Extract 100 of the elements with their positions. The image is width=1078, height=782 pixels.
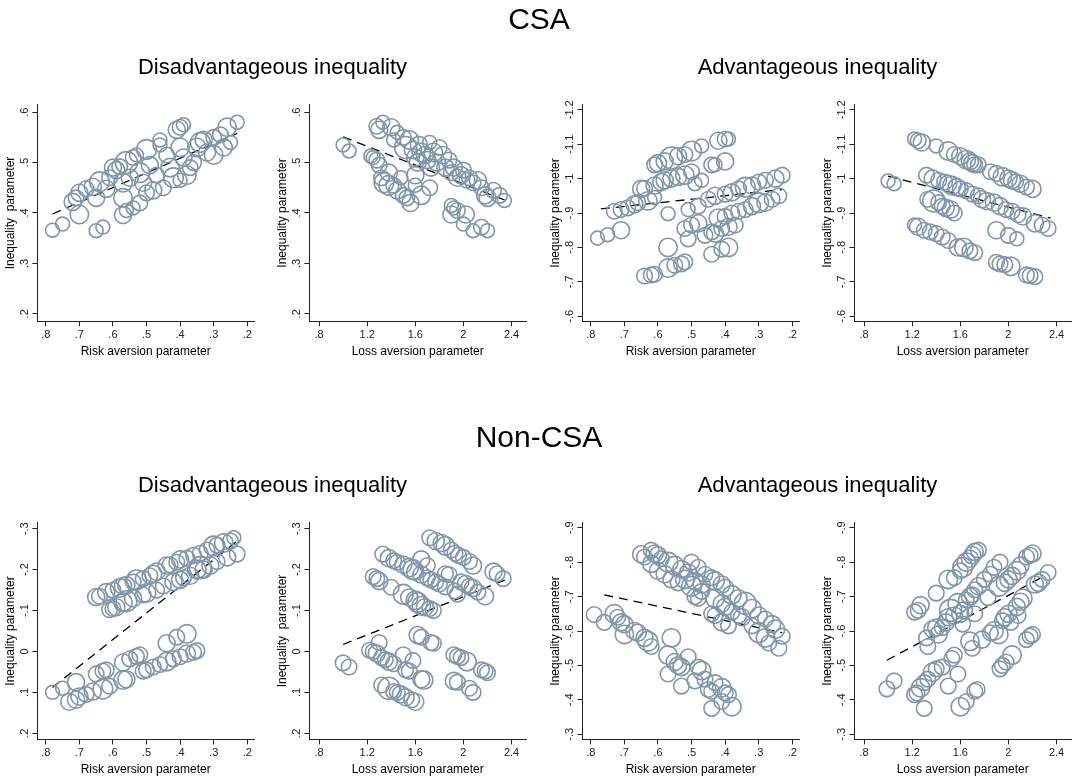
y-tick-label: .6	[289, 107, 302, 117]
y-tick-label: -.4	[562, 693, 575, 707]
y-tick-label: -.8	[834, 555, 847, 569]
x-tick-label: .3	[209, 328, 219, 341]
x-tick-label: .3	[209, 746, 219, 759]
x-tick-label: .3	[754, 746, 764, 759]
x-axis-title: Loss aversion parameter	[896, 344, 1029, 359]
y-tick-label: -.9	[562, 521, 575, 535]
y-tick-label: -.2	[289, 563, 302, 577]
y-tick-label: .3	[17, 258, 30, 269]
x-tick-label: 2	[1005, 328, 1012, 341]
y-axis-title: Inequality parameter	[274, 574, 289, 688]
x-axis-title: Risk aversion parameter	[80, 762, 211, 777]
x-tick-label: 1.2	[359, 328, 375, 341]
y-tick-label: -.8	[834, 240, 847, 254]
y-tick-label: -.7	[834, 275, 847, 289]
y-axis-title: Inequality parameter	[274, 158, 289, 268]
y-tick-label: -.6	[834, 624, 847, 638]
chart-title: Disadvantageous inequality	[136, 54, 409, 80]
x-tick-label: .2	[242, 746, 252, 759]
y-tick-label: -.6	[562, 309, 575, 323]
x-tick-label: 2	[460, 746, 467, 759]
y-tick-label: -1.2	[834, 100, 847, 120]
x-tick-label: .8	[859, 746, 869, 759]
y-tick-label: -.7	[562, 590, 575, 604]
x-tick-label: .8	[586, 328, 596, 341]
y-tick-label: -.3	[562, 727, 575, 741]
y-tick-label: -.1	[289, 604, 302, 617]
y-tick-label: .2	[289, 309, 302, 319]
y-tick-label: .5	[289, 157, 302, 168]
x-tick-label: .2	[787, 746, 797, 759]
y-tick-label: -1.1	[834, 134, 847, 154]
y-tick-label: -.8	[562, 555, 575, 569]
x-tick-label: .7	[74, 328, 84, 341]
y-tick-label: 0	[289, 648, 302, 655]
x-tick-label: .5	[141, 328, 152, 341]
x-tick-label: 1.2	[904, 328, 920, 341]
x-tick-label: .4	[720, 328, 730, 341]
x-tick-label: 2.4	[1048, 328, 1065, 341]
x-tick-label: .7	[74, 746, 84, 759]
chart-title: Advantageous inequality	[696, 472, 939, 498]
y-tick-label: -.9	[834, 521, 847, 535]
x-tick-label: 2.4	[1048, 746, 1065, 759]
x-tick-label: .5	[686, 328, 697, 341]
x-tick-label: .6	[653, 746, 663, 759]
x-tick-label: 1.2	[904, 746, 920, 759]
y-tick-label: -.7	[562, 275, 575, 289]
y-tick-label: -1	[834, 173, 847, 184]
x-tick-label: .8	[41, 746, 51, 759]
x-tick-label: .5	[686, 746, 697, 759]
y-tick-label: -.8	[562, 240, 575, 254]
y-tick-label: .2	[17, 728, 30, 738]
x-tick-label: 1.6	[407, 328, 423, 341]
x-tick-label: 2.4	[503, 746, 520, 759]
x-axis-title: Risk aversion parameter	[625, 762, 756, 777]
text: CSA	[507, 2, 571, 36]
x-axis-title: Loss aversion parameter	[351, 344, 484, 359]
x-tick-label: .4	[175, 328, 185, 341]
x-tick-label: .6	[653, 328, 663, 341]
x-tick-label: .8	[314, 746, 324, 759]
x-tick-label: 2	[460, 328, 467, 341]
x-axis-title: Loss aversion parameter	[896, 762, 1029, 777]
x-tick-label: .2	[787, 328, 797, 341]
x-tick-label: .8	[41, 328, 51, 341]
x-tick-label: .7	[619, 328, 629, 341]
x-tick-label: 1.2	[359, 746, 375, 759]
chart-title: Advantageous inequality	[696, 54, 939, 80]
y-axis-title: Inequality parameter	[819, 576, 834, 686]
y-tick-label: .5	[17, 157, 30, 168]
y-tick-label: -.6	[834, 309, 847, 323]
x-tick-label: .7	[619, 746, 629, 759]
y-tick-label: -1	[562, 173, 575, 184]
y-tick-label: -.5	[562, 658, 575, 672]
x-tick-label: 2.4	[503, 328, 520, 341]
x-tick-label: 1.6	[407, 746, 423, 759]
x-tick-label: .8	[314, 328, 324, 341]
y-tick-label: .2	[17, 309, 30, 319]
y-tick-label: -1.1	[562, 134, 575, 154]
y-tick-label: .1	[17, 687, 30, 697]
y-tick-label: .4	[17, 208, 30, 218]
y-tick-label: -.2	[17, 563, 30, 577]
y-axis-title: Inequality parameter	[2, 156, 17, 270]
y-axis-title: Inequality parameter	[547, 576, 562, 686]
y-tick-label: 0	[17, 648, 30, 655]
x-tick-label: .8	[586, 746, 596, 759]
y-tick-label: -.3	[834, 727, 847, 741]
x-tick-label: 2	[1005, 746, 1012, 759]
y-tick-label: -.3	[289, 522, 302, 536]
text: Non-CSA	[474, 420, 604, 454]
chart-title: Disadvantageous inequality	[136, 472, 409, 498]
y-tick-label: -.3	[17, 522, 30, 536]
y-axis-title: Inequality parameter	[547, 158, 562, 268]
y-tick-label: -.6	[562, 624, 575, 638]
y-tick-label: .1	[289, 687, 302, 697]
y-tick-label: .2	[289, 728, 302, 738]
x-axis-title: Risk aversion parameter	[80, 344, 211, 359]
y-tick-label: -.1	[17, 604, 30, 617]
x-tick-label: .8	[859, 328, 869, 341]
x-tick-label: .4	[720, 746, 730, 759]
y-tick-label: .3	[289, 258, 302, 269]
